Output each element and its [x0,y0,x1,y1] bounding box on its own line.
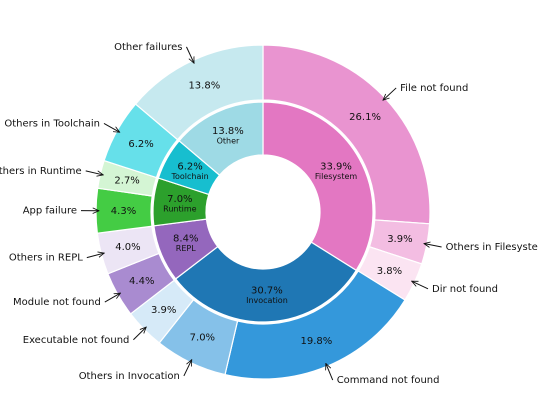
inner-value-label: 30.7% [251,285,283,296]
inner-wedge [178,101,264,176]
inner-category-label: Toolchain [170,172,208,181]
outer-category-label: Command not found [337,375,440,386]
outer-category-label: File not found [400,83,468,94]
outer-value-label: 4.0% [115,242,140,253]
outer-category-label: App failure [23,206,77,217]
inner-value-label: 13.8% [212,126,244,137]
outer-category-label: Dir not found [432,284,498,295]
outer-value-label: 2.7% [114,175,139,186]
outer-wedge [262,44,431,225]
outer-category-label: Others in Filesystem [446,242,538,253]
annotation-arrow [412,280,429,290]
inner-category-label: Other [217,137,240,146]
annotation-arrow [326,363,334,381]
outer-wedge [134,44,264,141]
outer-category-label: Others in REPL [9,253,83,264]
inner-value-label: 8.4% [173,234,198,245]
annotation-arrow [86,253,104,259]
annotation-arrow [383,87,397,100]
outer-value-label: 4.4% [129,276,154,287]
inner-value-label: 6.2% [177,161,202,172]
annotation-arrow [133,327,146,341]
outer-value-label: 13.8% [188,80,220,91]
annotation-arrow [183,360,193,377]
annotation-arrow [104,293,121,303]
inner-category-label: REPL [176,244,196,253]
inner-category-label: Runtime [163,205,196,214]
outer-category-label: Others in Runtime [0,166,82,177]
inner-category-label: Invocation [246,296,288,305]
inner-category-label: Filesystem [315,172,358,181]
outer-value-label: 6.2% [128,139,153,150]
outer-category-label: Others in Toolchain [4,118,100,129]
outer-category-label: Other failures [114,42,182,53]
outer-value-label: 4.3% [111,206,136,217]
outer-value-label: 3.9% [387,234,412,245]
inner-value-label: 33.9% [320,162,352,173]
annotation-arrow [85,170,104,175]
annotation-arrow [103,123,120,132]
inner-value-label: 7.0% [167,194,192,205]
outer-category-label: Executable not found [23,335,130,346]
annotation-arrow [424,244,442,247]
outer-category-label: Module not found [13,297,101,308]
outer-value-label: 3.8% [377,266,402,277]
inner-wedge [174,241,358,323]
outer-category-label: Others in Invocation [79,371,180,382]
annotation-arrow [186,46,195,63]
outer-value-label: 26.1% [349,112,381,123]
outer-value-label: 19.8% [301,336,333,347]
outer-value-label: 7.0% [190,333,215,344]
inner-wedge [262,101,374,272]
outer-value-label: 3.9% [151,305,176,316]
